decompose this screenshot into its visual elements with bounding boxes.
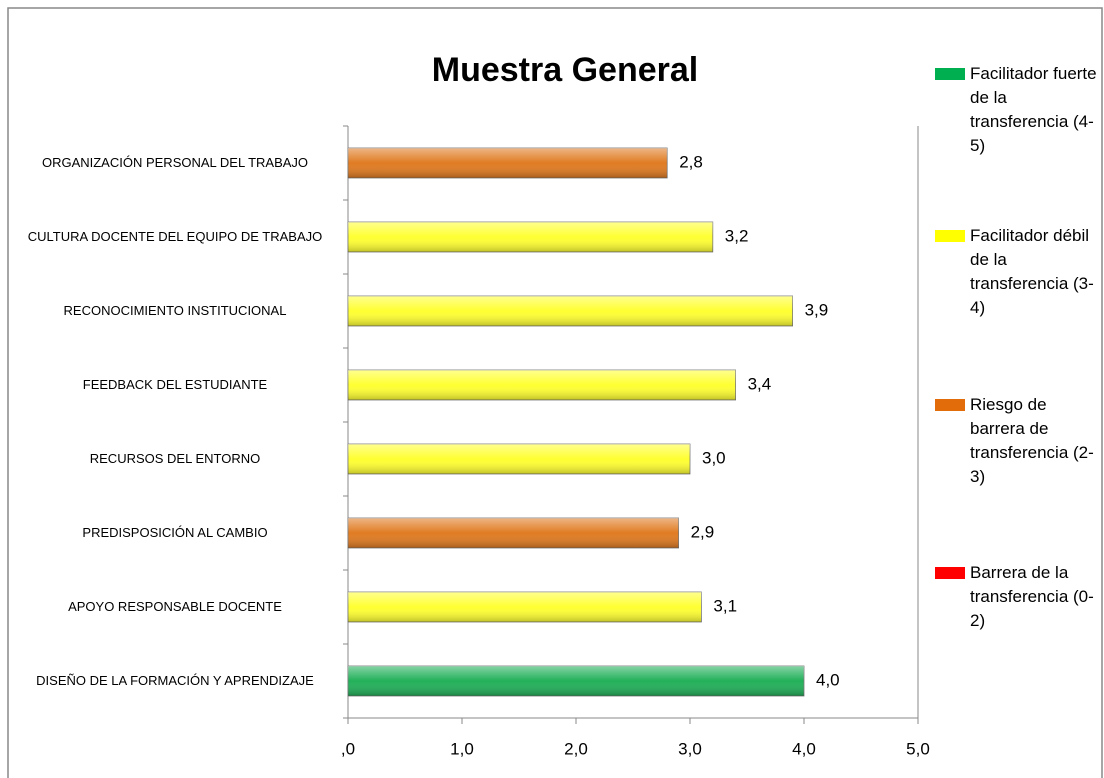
y-tick-label: CULTURA DOCENTE DEL EQUIPO DE TRABAJO — [27, 229, 323, 244]
chart-border — [7, 7, 1103, 778]
value-label: 3,9 — [805, 300, 829, 319]
bar-shade — [348, 444, 690, 474]
x-tick-label: 1,0 — [450, 739, 474, 758]
legend-swatch — [935, 68, 965, 80]
value-label: 3,4 — [748, 374, 772, 393]
bar-shade — [348, 592, 702, 622]
value-label: 3,2 — [725, 226, 749, 245]
legend-label: Riesgo de barrera de transferencia (2-3) — [970, 395, 1094, 486]
value-label: 3,0 — [702, 448, 726, 467]
bar-shade — [348, 222, 713, 252]
chart-title: Muestra General — [432, 51, 698, 89]
bar-shade — [348, 296, 793, 326]
legend-swatch — [935, 399, 965, 411]
legend-label: Facilitador débil de la transferencia (3… — [970, 226, 1094, 317]
x-tick-label: 4,0 — [792, 739, 816, 758]
y-tick-label: ORGANIZACIÓN PERSONAL DEL TRABAJO — [41, 155, 309, 170]
y-tick-label: PREDISPOSICIÓN AL CAMBIO — [82, 525, 268, 540]
x-tick-label: 2,0 — [564, 739, 588, 758]
x-tick-label: 3,0 — [678, 739, 702, 758]
bar-shade — [348, 148, 668, 178]
value-label: 3,1 — [713, 596, 737, 615]
y-tick-label: DISEÑO DE LA FORMACIÓN Y APRENDIZAJE — [36, 673, 314, 688]
x-tick-label: ,0 — [341, 739, 355, 758]
y-tick-label: FEEDBACK DEL ESTUDIANTE — [82, 377, 268, 392]
value-label: 4,0 — [816, 670, 840, 689]
legend-swatch — [935, 230, 965, 242]
legend-swatch — [935, 567, 965, 579]
bar-shade — [348, 666, 804, 696]
legend-label: Barrera de la transferencia (0-2) — [970, 563, 1094, 630]
y-tick-label: RECURSOS DEL ENTORNO — [89, 451, 261, 466]
legend-label: Facilitador fuerte de la transferencia (… — [970, 64, 1097, 155]
value-label: 2,9 — [691, 522, 715, 541]
x-tick-label: 5,0 — [906, 739, 930, 758]
y-tick-label: APOYO RESPONSABLE DOCENTE — [68, 599, 282, 614]
bar-shade — [348, 518, 679, 548]
bar-shade — [348, 370, 736, 400]
y-tick-label: RECONOCIMIENTO INSTITUCIONAL — [63, 303, 287, 318]
value-label: 2,8 — [679, 152, 703, 171]
